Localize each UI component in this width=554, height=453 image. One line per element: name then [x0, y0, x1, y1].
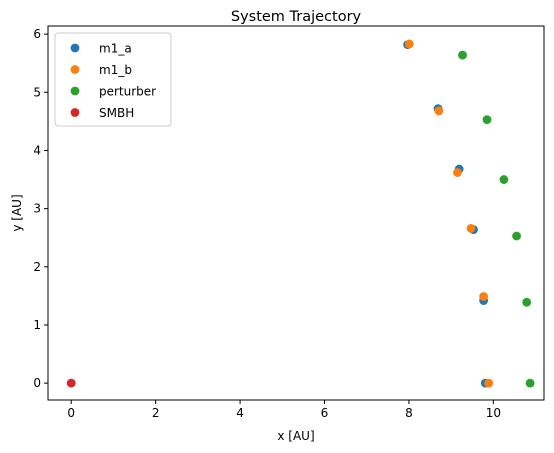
data-point: [522, 297, 532, 307]
legend-label: m1_b: [99, 63, 132, 77]
legend-label: m1_a: [99, 42, 132, 56]
y-tick-label: 4: [33, 143, 41, 157]
data-point: [479, 292, 489, 301]
y-tick-label: 0: [33, 376, 41, 390]
x-tick-label: 8: [405, 406, 413, 420]
data-point: [466, 224, 476, 233]
x-tick-label: 2: [152, 406, 160, 420]
data-point: [525, 378, 535, 388]
series-SMBH: [66, 378, 76, 388]
series-m1-b: [404, 39, 494, 388]
legend-marker: [70, 65, 80, 74]
y-tick-label: 1: [33, 318, 41, 332]
data-point: [458, 50, 467, 60]
x-axis-label: x [AU]: [277, 429, 314, 443]
y-tick-label: 2: [33, 260, 41, 274]
legend-marker: [70, 86, 80, 96]
x-tick-label: 4: [236, 406, 244, 420]
data-point: [434, 106, 444, 116]
data-point: [66, 378, 76, 388]
y-axis-label: y [AU]: [10, 194, 24, 231]
legend-label: SMBH: [99, 106, 134, 120]
data-point: [484, 378, 494, 388]
data-point: [404, 39, 414, 49]
y-tick-label: 5: [33, 85, 41, 99]
legend-marker: [70, 108, 80, 117]
data-point: [512, 231, 521, 241]
legend: m1_a m1_b perturber SMBH: [54, 32, 172, 127]
x-tick-label: 10: [486, 406, 501, 420]
legend-box: [54, 32, 172, 127]
data-point: [453, 168, 462, 177]
y-tick-label: 6: [33, 27, 41, 41]
y-tick-label: 3: [33, 202, 41, 216]
x-tick-label: 6: [321, 406, 329, 420]
chart-title: System Trajectory: [231, 9, 362, 25]
data-points: [66, 39, 535, 388]
x-tick-label: 0: [67, 406, 75, 420]
axes-frame: [47, 25, 545, 401]
legend-label: perturber: [99, 85, 156, 99]
data-point: [499, 175, 509, 184]
axis-ticks: 0 2 4 6 8 10 0 1 2 3 4 5 6: [33, 27, 501, 420]
series-perturber: [458, 50, 535, 388]
legend-marker: [70, 43, 80, 53]
data-point: [482, 115, 492, 125]
